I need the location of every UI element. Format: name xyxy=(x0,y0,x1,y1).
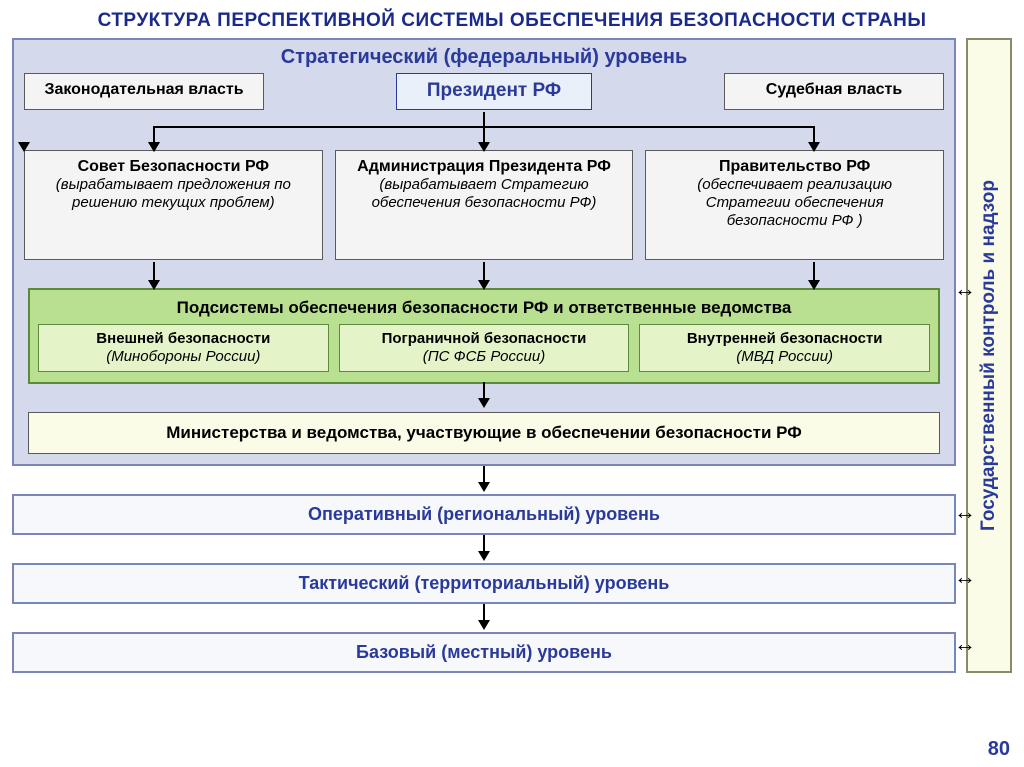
government-title: Правительство РФ xyxy=(654,157,935,176)
dbl-arrow-icon: ↔ xyxy=(954,278,976,300)
main-layout: Стратегический (федеральный) уровень Зак… xyxy=(0,38,1024,673)
strategic-level-block: Стратегический (федеральный) уровень Зак… xyxy=(12,38,956,466)
internal-security-box: Внутренней безопасности (МВД России) xyxy=(639,324,930,372)
strategic-heading: Стратегический (федеральный) уровень xyxy=(24,46,944,73)
security-council-box: Совет Безопасности РФ (вырабатывает пред… xyxy=(24,150,323,260)
tactical-level-box: Тактический (территориальный) уровень xyxy=(12,563,956,604)
internal-security-sub: (МВД России) xyxy=(646,348,923,366)
internal-security-title: Внутренней безопасности xyxy=(646,330,923,348)
subsystems-row: Внешней безопасности (Минобороны России)… xyxy=(38,324,930,372)
border-security-sub: (ПС ФСБ России) xyxy=(346,348,623,366)
right-column: ↔ ↔ ↔ ↔ Государственный контроль и надзо… xyxy=(966,38,1012,673)
government-sub: (обеспечивает реализацию Стратегии обесп… xyxy=(654,176,935,230)
administration-title: Администрация Президента РФ xyxy=(344,157,625,176)
subsystems-title: Подсистемы обеспечения безопасности РФ и… xyxy=(38,296,930,324)
legislative-label: Законодательная власть xyxy=(33,80,255,99)
middle-row: Совет Безопасности РФ (вырабатывает пред… xyxy=(24,150,944,260)
administration-sub: (вырабатывает Стратегию обеспечения безо… xyxy=(344,176,625,212)
page-title: СТРУКТУРА ПЕРСПЕКТИВНОЙ СИСТЕМЫ ОБЕСПЕЧЕ… xyxy=(0,0,1024,38)
judicial-box: Судебная власть xyxy=(724,73,944,110)
page-number: 80 xyxy=(988,738,1010,761)
external-security-sub: (Минобороны России) xyxy=(45,348,322,366)
government-box: Правительство РФ (обеспечивает реализаци… xyxy=(645,150,944,260)
security-council-sub: (вырабатывает предложения по решению тек… xyxy=(33,176,314,212)
border-security-box: Пограничной безопасности (ПС ФСБ России) xyxy=(339,324,630,372)
external-security-title: Внешней безопасности xyxy=(45,330,322,348)
top-row: Законодательная власть Президент РФ Суде… xyxy=(24,73,944,110)
administration-box: Администрация Президента РФ (вырабатывае… xyxy=(335,150,634,260)
dbl-arrow-icon: ↔ xyxy=(954,633,976,655)
judicial-label: Судебная власть xyxy=(733,80,935,99)
security-council-title: Совет Безопасности РФ xyxy=(33,157,314,176)
dbl-arrow-icon: ↔ xyxy=(954,566,976,588)
state-control-label: Государственный контроль и надзор xyxy=(978,180,1000,531)
operational-level-box: Оперативный (региональный) уровень xyxy=(12,494,956,535)
dbl-arrow-icon: ↔ xyxy=(954,501,976,523)
border-security-title: Пограничной безопасности xyxy=(346,330,623,348)
subsystems-block: Подсистемы обеспечения безопасности РФ и… xyxy=(28,288,940,384)
base-level-box: Базовый (местный) уровень xyxy=(12,632,956,673)
external-security-box: Внешней безопасности (Минобороны России) xyxy=(38,324,329,372)
left-column: Стратегический (федеральный) уровень Зак… xyxy=(12,38,956,673)
legislative-box: Законодательная власть xyxy=(24,73,264,110)
president-box: Президент РФ xyxy=(396,73,592,110)
ministries-box: Министерства и ведомства, участвующие в … xyxy=(28,412,940,454)
